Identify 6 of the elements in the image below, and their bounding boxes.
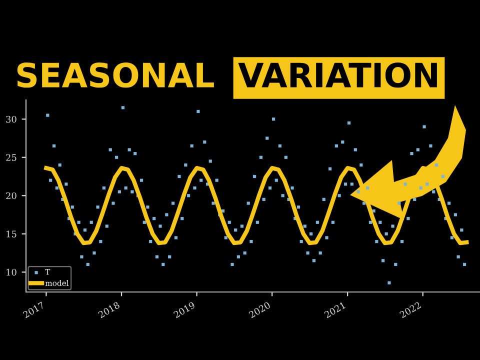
y-tick-label: 20 bbox=[6, 192, 16, 200]
chart-title: SEASONAL VARIATION bbox=[17, 62, 437, 88]
y-tick-label: 30 bbox=[6, 116, 16, 123]
y-tick-label: 25 bbox=[6, 154, 16, 161]
y-tick-label: 15 bbox=[6, 230, 16, 238]
y-tick-label: 10 bbox=[6, 268, 16, 276]
